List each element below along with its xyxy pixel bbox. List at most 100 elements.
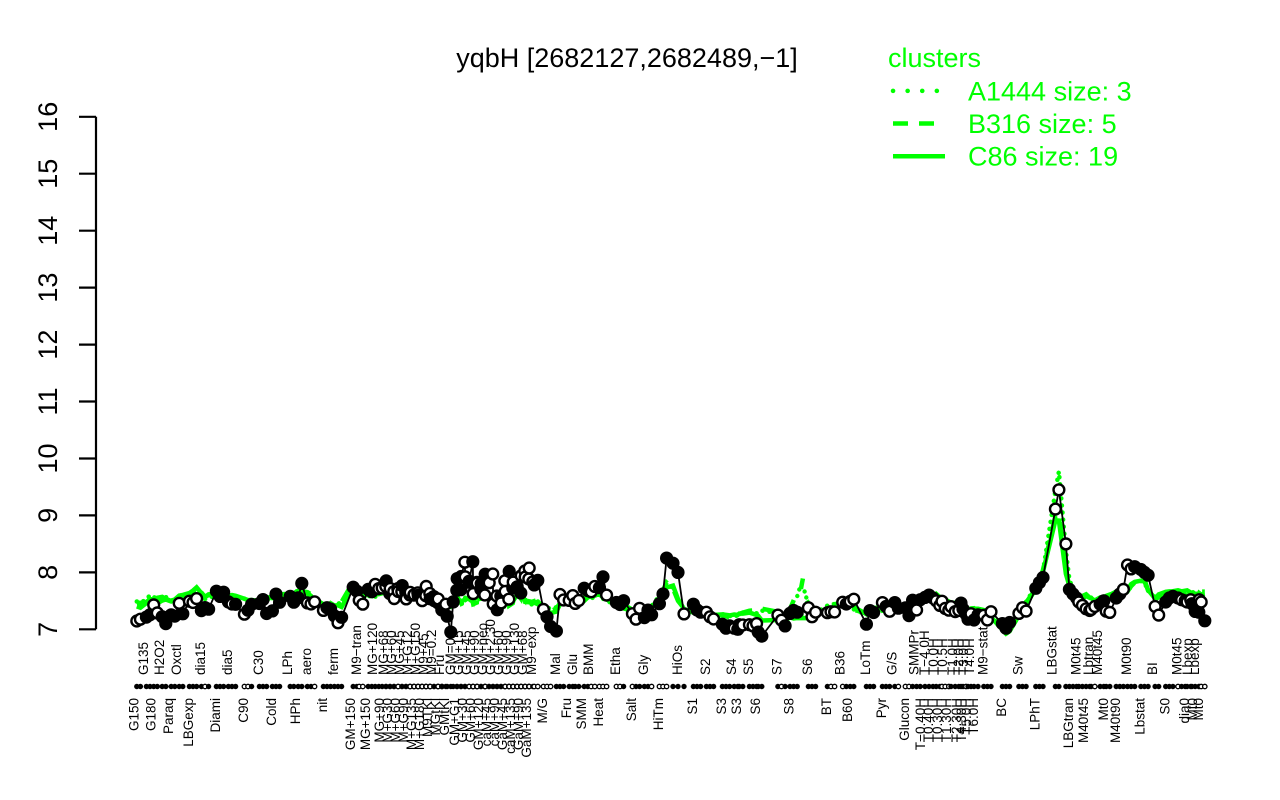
svg-text:BMM: BMM	[581, 644, 596, 676]
svg-text:Fru: Fru	[559, 698, 574, 718]
svg-text:S3: S3	[729, 698, 744, 715]
svg-text:LoTm: LoTm	[858, 640, 873, 675]
svg-text:H2O2: H2O2	[152, 640, 167, 675]
svg-text:GM+G1: GM+G1	[447, 698, 462, 746]
svg-text:GM+130: GM+130	[507, 623, 522, 675]
svg-text:T2.30H: T2.30H	[949, 698, 964, 742]
svg-text:LPhT: LPhT	[1027, 698, 1042, 730]
svg-text:nit: nit	[315, 698, 330, 713]
svg-text:Mt0: Mt0	[1185, 698, 1200, 721]
svg-text:MG+60: MG+60	[384, 630, 399, 675]
svg-text:LPh: LPh	[280, 651, 295, 675]
svg-text:GMtKl: GMtKl	[437, 698, 452, 736]
svg-text:BC: BC	[994, 698, 1009, 717]
svg-text:Sw: Sw	[1011, 656, 1026, 675]
svg-text:Etha: Etha	[608, 647, 623, 675]
svg-text:GM+60: GM+60	[463, 698, 478, 743]
svg-text:GM+90: GM+90	[467, 630, 482, 675]
svg-text:caM+90: caM+90	[487, 698, 502, 746]
svg-text:M0t45: M0t45	[1069, 637, 1084, 675]
svg-text:T−4.0H: T−4.0H	[917, 630, 932, 675]
svg-text:M+G30: M+G30	[380, 698, 395, 743]
svg-text:C30: C30	[251, 650, 266, 675]
svg-text:GM+2:30: GM+2:30	[483, 619, 498, 675]
svg-text:GaM+135: GaM+135	[519, 698, 534, 758]
svg-text:clusters: clusters	[888, 43, 981, 73]
svg-text:Mal: Mal	[548, 653, 563, 675]
svg-text:M+G180: M+G180	[412, 698, 427, 750]
svg-text:ferm: ferm	[326, 648, 341, 675]
svg-text:M+G150: M+G150	[408, 623, 423, 675]
svg-text:S5: S5	[741, 658, 756, 675]
svg-text:BI: BI	[1145, 662, 1160, 675]
svg-text:MG+68: MG+68	[376, 630, 391, 675]
svg-text:T0.0H: T0.0H	[926, 638, 941, 675]
svg-text:MG+150: MG+150	[358, 698, 373, 750]
svg-text:S6: S6	[748, 698, 763, 715]
svg-text:T0.5H: T0.5H	[935, 638, 950, 675]
svg-text:S6: S6	[800, 658, 815, 675]
svg-text:16: 16	[33, 102, 63, 132]
svg-text:15: 15	[33, 159, 63, 189]
svg-text:BT: BT	[819, 698, 834, 715]
svg-text:S7: S7	[770, 658, 785, 675]
svg-text:Pyr: Pyr	[874, 697, 889, 718]
svg-text:T0.40H: T0.40H	[921, 698, 936, 742]
svg-text:GM+30: GM+30	[455, 698, 470, 743]
svg-text:M+G135: M+G135	[404, 698, 419, 750]
svg-text:M0t90: M0t90	[1119, 637, 1134, 675]
svg-text:Gly: Gly	[636, 655, 651, 676]
svg-text:HiOs: HiOs	[670, 645, 685, 675]
svg-text:Glu: Glu	[565, 654, 580, 675]
svg-text:T4.0H: T4.0H	[962, 638, 977, 675]
svg-text:SMM: SMM	[574, 698, 589, 730]
svg-text:12: 12	[33, 330, 63, 360]
svg-text:MG+120: MG+120	[365, 623, 380, 675]
svg-text:S2: S2	[698, 658, 713, 675]
svg-text:HiTm: HiTm	[651, 698, 666, 730]
svg-text:SMMPr: SMMPr	[906, 630, 921, 676]
svg-text:Fru: Fru	[432, 655, 447, 675]
svg-text:GM+15: GM+15	[451, 630, 466, 675]
svg-text:S3: S3	[714, 698, 729, 715]
svg-text:Lbexp: Lbexp	[1180, 638, 1195, 675]
svg-text:T1.30H: T1.30H	[939, 698, 954, 742]
svg-text:T6.0H: T6.0H	[966, 698, 981, 735]
svg-text:M40t45: M40t45	[1090, 630, 1105, 675]
svg-text:T0.30H: T0.30H	[930, 698, 945, 742]
svg-text:caM+45: caM+45	[479, 698, 494, 746]
svg-text:S4: S4	[724, 658, 739, 675]
svg-text:C90: C90	[236, 698, 251, 723]
svg-text:G180: G180	[144, 698, 159, 731]
svg-text:Cold: Cold	[264, 698, 279, 726]
svg-text:caM+135: caM+135	[503, 698, 518, 754]
svg-text:M9−stat: M9−stat	[975, 626, 990, 675]
svg-text:G135: G135	[136, 642, 151, 675]
svg-text:Heat: Heat	[591, 698, 606, 727]
svg-text:GaM+45: GaM+45	[495, 698, 510, 750]
svg-text:M9−tran: M9−tran	[349, 625, 364, 675]
svg-text:GM+60: GM+60	[491, 630, 506, 675]
svg-text:MGtKl: MGtKl	[428, 698, 443, 736]
svg-text:Salt: Salt	[624, 698, 639, 722]
svg-text:LBGstat: LBGstat	[1044, 626, 1059, 675]
svg-text:G/S: G/S	[885, 652, 900, 675]
svg-text:yqbH [2682127,2682489,−1]: yqbH [2682127,2682489,−1]	[456, 43, 798, 73]
svg-text:GM+150: GM+150	[343, 698, 358, 750]
svg-text:Paraq: Paraq	[161, 698, 176, 734]
svg-text:B316 size: 5: B316 size: 5	[968, 109, 1117, 139]
svg-text:A1444 size: 3: A1444 size: 3	[968, 76, 1132, 106]
svg-text:Glucon: Glucon	[897, 698, 912, 741]
svg-text:Mt0: Mt0	[1096, 698, 1111, 721]
svg-text:M40t90: M40t90	[1108, 698, 1123, 743]
svg-text:14: 14	[33, 216, 63, 246]
svg-text:8: 8	[33, 565, 63, 580]
svg-text:T1.0H: T1.0H	[945, 638, 960, 675]
svg-text:T3.0H: T3.0H	[956, 638, 971, 675]
svg-text:LBGexp: LBGexp	[181, 698, 196, 747]
svg-text:B36: B36	[833, 651, 848, 675]
svg-text:10: 10	[33, 443, 63, 473]
svg-text:GM+68: GM+68	[515, 630, 530, 675]
svg-text:S8: S8	[782, 698, 797, 715]
svg-text:GM+90: GM+90	[499, 630, 514, 675]
